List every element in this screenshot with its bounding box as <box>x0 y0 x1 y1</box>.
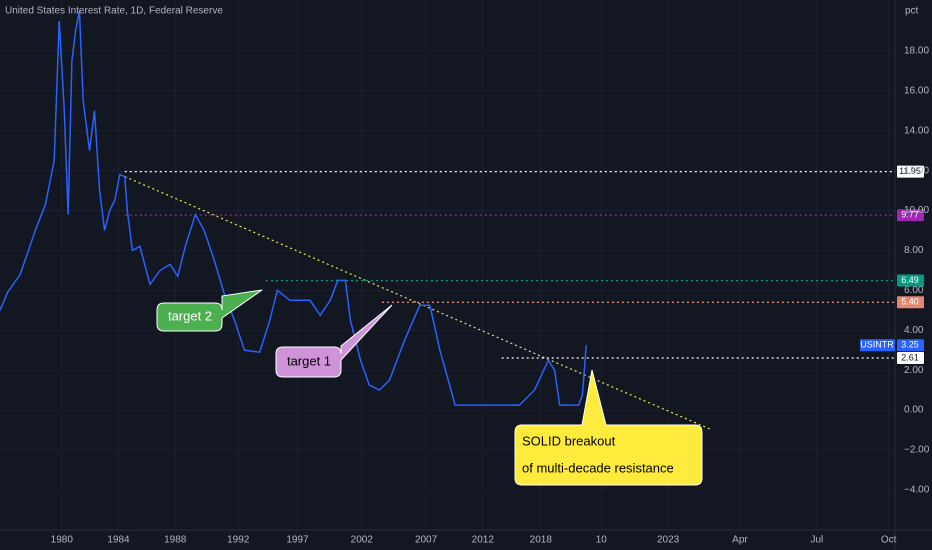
level-tag <box>897 274 924 287</box>
x-tick-label: Apr <box>732 535 748 546</box>
x-tick-label: 1997 <box>286 535 309 546</box>
y-tick-label: 8.00 <box>904 245 924 256</box>
x-tick-label: 2023 <box>657 535 680 546</box>
series-name: USINTR <box>860 340 894 350</box>
callout-text: target 1 <box>287 353 331 368</box>
y-tick-label: 2.00 <box>904 365 924 376</box>
x-tick-label: 2007 <box>415 535 438 546</box>
callout-target-2: target 2 <box>156 289 263 332</box>
callout-box <box>156 289 263 332</box>
level-value: 11.95 <box>899 166 921 176</box>
callout-box <box>514 369 703 486</box>
x-tick-label: 1980 <box>51 535 74 546</box>
x-tick-label: 1992 <box>227 535 250 546</box>
y-tick-label: 14.00 <box>904 125 929 136</box>
y-tick-label: 6.00 <box>904 285 924 296</box>
y-tick-label: 12.00 <box>904 165 929 176</box>
callout-text: SOLID breakout <box>522 433 616 448</box>
series-line <box>0 10 587 406</box>
x-tick-label: 1988 <box>164 535 187 546</box>
y-axis-label: pct <box>905 6 919 17</box>
x-tick-label: 1984 <box>107 535 130 546</box>
callout-breakout: SOLID breakout of multi-decade resistanc… <box>514 369 703 486</box>
y-tick-label: 10.00 <box>904 205 929 216</box>
last-value-tag <box>897 339 924 352</box>
trend-line <box>124 176 713 431</box>
last-value: 3.25 <box>901 340 919 350</box>
callout-text: target 2 <box>168 308 212 323</box>
series-name-tag <box>860 339 895 352</box>
y-tick-label: 0.00 <box>904 405 924 416</box>
x-tick-label: 2018 <box>530 535 553 546</box>
x-tick-label: Oct <box>881 535 897 546</box>
x-tick-label: 10 <box>596 535 608 546</box>
y-tick-label: −2.00 <box>904 445 930 456</box>
level-tag <box>897 296 924 309</box>
x-tick-label: Jul <box>810 535 823 546</box>
level-value: 9.77 <box>901 209 919 219</box>
level-tag <box>897 209 924 222</box>
chart-title: United States Interest Rate, 1D, Federal… <box>5 6 223 17</box>
x-tick-label: 2012 <box>472 535 495 546</box>
y-tick-label: 16.00 <box>904 85 929 96</box>
level-tag <box>897 165 924 178</box>
y-tick-label: 4.00 <box>904 325 924 336</box>
callout-text: of multi-decade resistance <box>522 460 674 475</box>
callout-target-1: target 1 <box>275 304 393 378</box>
level-value: 6.49 <box>901 275 919 285</box>
callout-box <box>275 304 393 378</box>
y-tick-label: 18.00 <box>904 46 929 57</box>
x-tick-label: 2002 <box>351 535 374 546</box>
level-value: 2.61 <box>901 352 919 362</box>
level-tag <box>897 351 924 364</box>
y-tick-label: −4.00 <box>904 485 930 496</box>
level-value: 5.40 <box>901 297 919 307</box>
